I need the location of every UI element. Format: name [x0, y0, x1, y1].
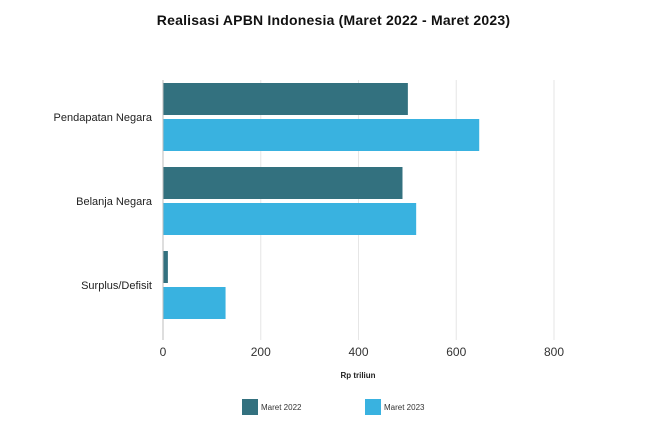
bar[interactable]	[163, 167, 403, 199]
legend-item-maret-2022[interactable]: Maret 2022	[242, 399, 301, 415]
legend-label: Maret 2022	[261, 402, 302, 412]
bar[interactable]	[163, 119, 480, 151]
x-axis-label: Rp triliun	[340, 371, 375, 380]
category-label: Surplus/Defisit	[81, 280, 152, 292]
category-label: Belanja Negara	[76, 196, 153, 208]
x-tick-label: 600	[446, 345, 466, 359]
legend-label: Maret 2023	[384, 402, 425, 412]
category-label: Pendapatan Negara	[54, 112, 153, 124]
bar[interactable]	[163, 83, 408, 115]
bar[interactable]	[163, 251, 168, 283]
x-tick-label: 400	[348, 345, 368, 359]
bar[interactable]	[163, 287, 226, 319]
bar[interactable]	[163, 203, 417, 235]
bars	[163, 83, 480, 319]
x-tick-label: 0	[160, 345, 167, 359]
category-labels: Pendapatan Negara Belanja Negara Surplus/D…	[54, 112, 153, 292]
chart-title: Realisasi APBN Indonesia (Maret 2022 - M…	[156, 12, 511, 28]
x-tick-labels: 0 200 400 600 800	[160, 345, 565, 359]
legend-item-maret-2023[interactable]: Maret 2023	[365, 399, 424, 415]
legend-swatch	[242, 399, 258, 415]
x-tick-label: 800	[544, 345, 564, 359]
x-tick-label: 200	[251, 345, 271, 359]
legend-swatch	[365, 399, 381, 415]
